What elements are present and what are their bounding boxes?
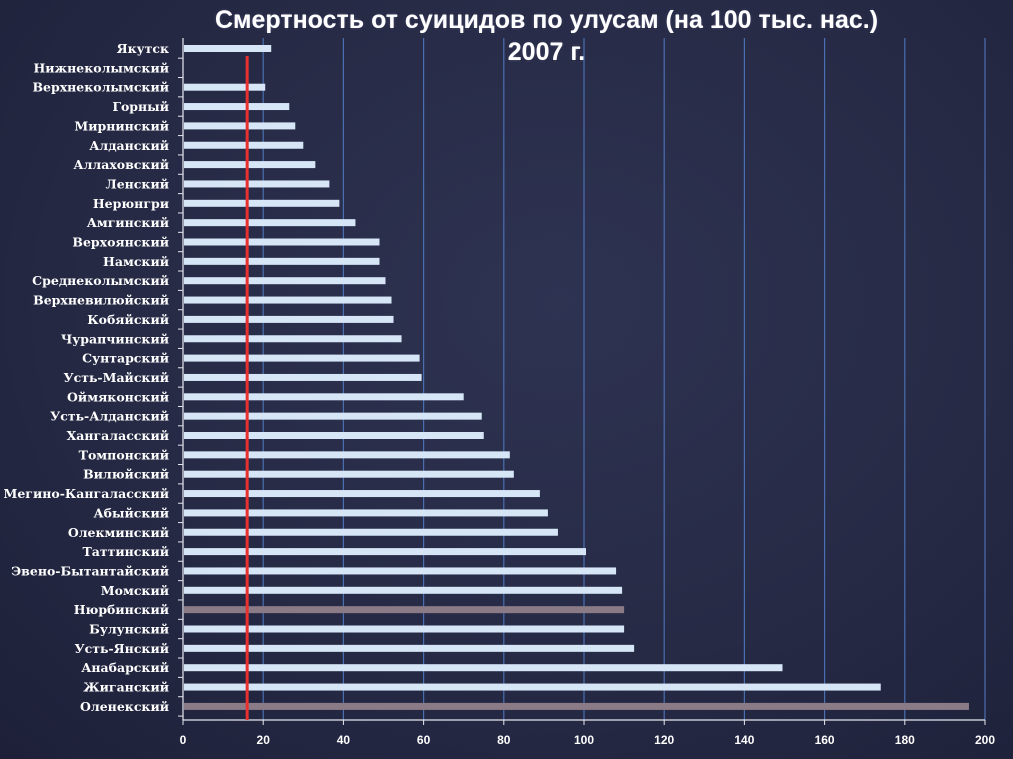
- category-label: Усть-Янский: [74, 641, 169, 656]
- category-label: Аллаховский: [73, 157, 169, 172]
- bar: [184, 45, 272, 52]
- category-label: Верхневилюйский: [33, 293, 169, 308]
- bar: [184, 683, 881, 691]
- chart-title: Смертность от суицидов по улусам (на 100…: [0, 4, 1013, 68]
- bar: [184, 141, 304, 149]
- category-label: Булунский: [89, 622, 169, 637]
- category-label: Таттинский: [83, 544, 170, 559]
- category-label: Чурапчинский: [61, 331, 169, 346]
- category-label: Хангаласский: [67, 428, 169, 443]
- bar: [184, 586, 623, 594]
- category-label: Мирнинский: [74, 118, 169, 133]
- bar: [184, 180, 330, 188]
- x-tick-label: 200: [975, 733, 995, 747]
- chart-title-line2: 2007 г.: [507, 38, 586, 66]
- category-label: Сунтарский: [82, 351, 169, 366]
- category-label: Среднеколымский: [32, 273, 169, 288]
- bar: [184, 257, 380, 265]
- category-label: Нижнеколымский: [33, 60, 169, 75]
- category-label: Олекминский: [68, 525, 169, 540]
- x-tick-label: 80: [497, 733, 511, 747]
- bar: [184, 412, 482, 420]
- category-label: Томпонский: [79, 447, 169, 462]
- bar: [184, 567, 617, 575]
- category-label: Оймяконский: [67, 389, 169, 404]
- category-label: Абыйский: [93, 505, 169, 520]
- bar: [184, 548, 587, 556]
- bar: [184, 393, 464, 401]
- bar: [184, 199, 340, 207]
- bar: [184, 296, 392, 304]
- bar: [184, 664, 783, 672]
- bar: [184, 83, 266, 91]
- x-tick-label: 120: [654, 733, 674, 747]
- category-label: Амгинский: [87, 215, 169, 230]
- bar: [184, 702, 969, 710]
- category-label: Жиганский: [83, 680, 169, 695]
- category-label: Анабарский: [81, 660, 169, 675]
- bar: [184, 161, 316, 169]
- bar: [184, 219, 356, 227]
- category-labels: Якутск Нижнеколымский Верхнеколымский Горны…: [4, 41, 169, 714]
- x-tick-label: 40: [337, 733, 351, 747]
- category-label: Момский: [101, 583, 169, 598]
- tick-labels: 0 20 40 60 80 100 120 140 160 180 200: [180, 733, 996, 747]
- bar: [184, 625, 625, 633]
- bars: [184, 45, 969, 710]
- bar: [184, 373, 422, 381]
- x-tick-label: 100: [574, 733, 594, 747]
- category-label: Нерюнгри: [93, 196, 169, 211]
- bar: [184, 490, 540, 498]
- bar: [184, 103, 290, 111]
- bar: [184, 606, 625, 614]
- axes: [178, 38, 986, 725]
- bar: [184, 238, 380, 246]
- category-label: Оленекский: [80, 699, 169, 714]
- category-label: Вилюйский: [83, 467, 169, 482]
- bar: [184, 528, 558, 536]
- bar: [184, 432, 484, 439]
- category-label: Алданский: [89, 138, 169, 153]
- category-label: Усть-Майский: [63, 370, 169, 385]
- chart-title-line1: Смертность от суицидов по улусам (на 100…: [214, 6, 879, 34]
- category-label: Усть-Алданский: [50, 409, 169, 424]
- x-tick-label: 60: [417, 733, 431, 747]
- category-label: Горный: [112, 99, 169, 114]
- x-tick-label: 20: [257, 733, 271, 747]
- bar: [184, 354, 420, 362]
- category-label: Верхнеколымский: [32, 80, 169, 95]
- bar: [184, 644, 635, 652]
- category-label: Нюрбинский: [74, 602, 169, 617]
- x-tick-label: 140: [734, 733, 754, 747]
- category-label: Верхоянский: [72, 235, 169, 250]
- category-label: Якутск: [117, 41, 169, 56]
- bar: [184, 315, 394, 323]
- bar: [184, 470, 514, 478]
- category-label: Намский: [103, 254, 169, 269]
- bar: [184, 277, 386, 285]
- bar: [184, 122, 296, 130]
- category-label: Мегино-Кангаласский: [4, 486, 169, 501]
- bar: [184, 451, 510, 459]
- x-tick-label: 0: [180, 733, 187, 747]
- bar: [184, 335, 402, 343]
- x-tick-label: 180: [895, 733, 915, 747]
- x-tick-label: 160: [815, 733, 835, 747]
- category-label: Кобяйский: [87, 312, 169, 327]
- category-label: Эвено-Бытантайский: [11, 563, 169, 578]
- category-label: Ленский: [106, 176, 169, 191]
- bar: [184, 509, 548, 517]
